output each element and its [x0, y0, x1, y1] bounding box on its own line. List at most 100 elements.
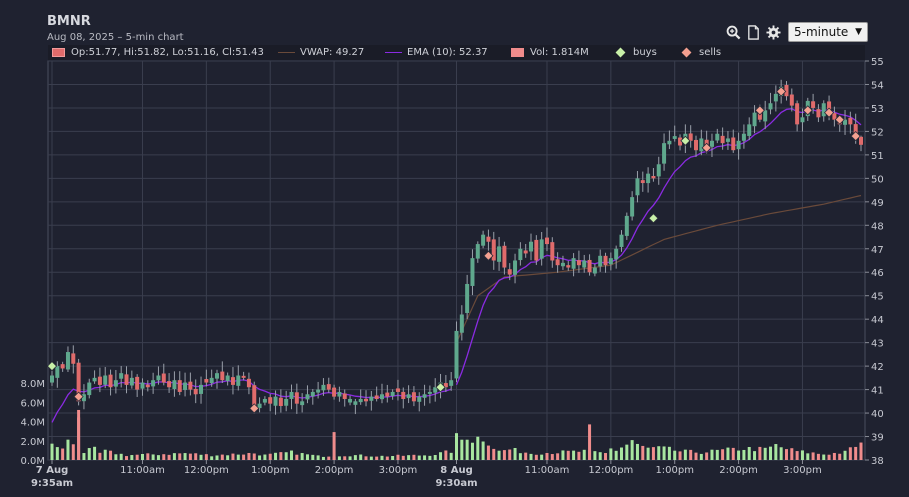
- volume-bar: [236, 454, 240, 460]
- price-tick-label: 44: [871, 315, 884, 326]
- sell-marker: [824, 107, 835, 118]
- volume-bar: [119, 453, 123, 460]
- volume-bar: [832, 452, 836, 460]
- candle-body: [752, 112, 757, 127]
- price-tick-label: 46: [871, 268, 884, 279]
- volume-bar: [353, 455, 357, 460]
- candle-body: [454, 330, 459, 379]
- volume-bar: [268, 453, 272, 460]
- volume-bar: [305, 454, 309, 460]
- candle-body: [459, 314, 464, 333]
- buy-marker: [46, 361, 58, 372]
- volume-bar: [194, 453, 198, 460]
- volume-bar: [103, 449, 107, 460]
- candle-body: [172, 380, 177, 390]
- volume-bar: [524, 452, 528, 460]
- candle-body: [230, 377, 235, 385]
- candle-body: [71, 353, 76, 364]
- volume-bar: [673, 450, 677, 460]
- candle-body: [236, 375, 241, 386]
- volume-bar: [566, 450, 570, 460]
- volume-bar: [98, 452, 102, 460]
- candle-body: [773, 93, 778, 102]
- candle-body: [614, 248, 619, 260]
- candle-body: [843, 119, 848, 125]
- candle-body: [220, 371, 225, 381]
- candle-body: [731, 137, 736, 151]
- volume-bar: [311, 454, 315, 460]
- candle-body: [108, 374, 113, 388]
- volume-bars: [50, 409, 863, 460]
- chart-toolbar: 5-minute ▼: [724, 22, 868, 42]
- candle-body: [273, 396, 278, 406]
- candle-body: [55, 366, 60, 378]
- ema-series: [51, 379, 452, 423]
- volume-bar: [779, 447, 783, 460]
- volume-bar: [204, 454, 208, 460]
- ticker-title: BMNR: [47, 14, 91, 29]
- candle-body: [81, 394, 86, 402]
- candle-body: [640, 180, 645, 184]
- volume-bar: [343, 456, 347, 460]
- candle-body: [401, 391, 406, 399]
- candle-body: [651, 175, 656, 179]
- candle-body: [587, 259, 592, 273]
- volume-bar: [125, 456, 129, 460]
- volume-bar: [529, 453, 533, 460]
- candle-body: [598, 255, 603, 267]
- volume-bar: [582, 449, 586, 460]
- candle-body: [92, 377, 97, 382]
- time-tick-label: 8 Aug: [440, 465, 472, 476]
- price-tick-label: 53: [871, 104, 884, 115]
- candle-body: [513, 260, 518, 275]
- volume-bar: [572, 450, 576, 460]
- candle-body: [188, 381, 193, 390]
- volume-bar: [630, 440, 634, 460]
- candlesticks: [50, 79, 863, 415]
- volume-bar: [279, 452, 283, 460]
- time-tick-label: 2:00pm: [719, 465, 758, 476]
- document-icon[interactable]: [744, 23, 762, 41]
- interval-select[interactable]: 5-minute ▼: [788, 22, 868, 42]
- candle-body: [358, 398, 363, 403]
- ema-line: [51, 108, 862, 423]
- volume-bar: [651, 447, 655, 460]
- zoom-icon[interactable]: [724, 23, 742, 41]
- volume-tick-label: 6.0M: [20, 398, 45, 409]
- candle-body: [332, 387, 337, 397]
- volume-bar: [300, 453, 304, 460]
- price-tick-label: 55: [871, 57, 884, 68]
- candle-body: [411, 392, 416, 402]
- legend-volume-text: Vol: 1.814M: [530, 47, 589, 58]
- gear-icon[interactable]: [764, 23, 782, 41]
- candle-body: [151, 380, 156, 387]
- time-tick-label: 3:00pm: [379, 465, 418, 476]
- candle-body: [837, 120, 842, 125]
- legend-vwap-text: VWAP: 49.27: [300, 47, 365, 58]
- volume-bar: [769, 446, 773, 460]
- candle-body: [800, 117, 805, 123]
- chart-axes: 38 39 40 41 42 43 44 45 46 47 48 49 50 51 52 53 54 55 0.0M…: [20, 57, 883, 489]
- volume-bar: [625, 444, 629, 460]
- candle-body: [124, 374, 129, 385]
- volume-bar: [295, 454, 299, 460]
- candle-body: [422, 394, 427, 398]
- candle-body: [113, 380, 118, 387]
- candle-body: [406, 394, 411, 399]
- candle-body: [816, 109, 821, 118]
- candle-body: [204, 379, 209, 383]
- candle-body: [310, 391, 315, 397]
- candle-body: [624, 215, 629, 236]
- volume-bar: [699, 453, 703, 460]
- volume-bar: [811, 452, 815, 460]
- volume-bar: [130, 455, 134, 460]
- candle-body: [167, 381, 172, 388]
- volume-bar: [710, 449, 714, 460]
- candle-body: [757, 110, 762, 120]
- volume-bar: [588, 424, 592, 460]
- candle-body: [550, 242, 555, 261]
- volume-bar: [662, 446, 666, 460]
- candle-body: [177, 380, 182, 392]
- candle-body: [534, 239, 539, 261]
